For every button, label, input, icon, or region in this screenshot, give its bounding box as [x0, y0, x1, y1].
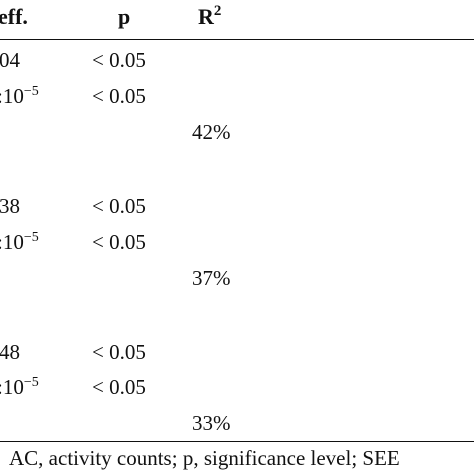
g3-row2-coef-exp: −5 [23, 375, 39, 390]
g2-row1-p: < 0.05 [92, 194, 146, 218]
g3-row1-p: < 0.05 [92, 340, 146, 364]
header-coef-eff: eff. [0, 4, 28, 29]
g2-r2: 37% [192, 266, 231, 290]
header-p: p [118, 4, 131, 29]
g3-row2-coef: :10−5 [0, 375, 39, 399]
g1-row2-coef-exp: −5 [23, 84, 39, 99]
g3-row1-coef: 48 [0, 340, 20, 364]
g2-row2-coef-base: :10 [0, 230, 24, 254]
table-footnote: AC, activity counts; p, significance lev… [9, 446, 400, 470]
g1-row1-coef: 04 [0, 48, 20, 72]
header-r2: R2 [198, 4, 221, 30]
g3-row2-p: < 0.05 [92, 375, 146, 399]
g1-row2-coef: :10−5 [0, 84, 39, 108]
header-r2-base: R [198, 4, 214, 29]
g2-row2-coef: :10−5 [0, 230, 39, 254]
g2-row1-coef: 38 [0, 194, 20, 218]
bottom-rule [0, 441, 474, 443]
g3-r2: 33% [192, 411, 231, 435]
g1-r2: 42% [192, 120, 231, 144]
g1-row2-p: < 0.05 [92, 84, 146, 108]
g1-row1-p: < 0.05 [92, 48, 146, 72]
g2-row2-coef-exp: −5 [23, 230, 39, 245]
header-rule [0, 39, 474, 41]
g1-row2-coef-base: :10 [0, 84, 24, 108]
g3-row2-coef-base: :10 [0, 375, 24, 399]
g2-row2-p: < 0.05 [92, 230, 146, 254]
header-r2-sup: 2 [213, 3, 222, 19]
